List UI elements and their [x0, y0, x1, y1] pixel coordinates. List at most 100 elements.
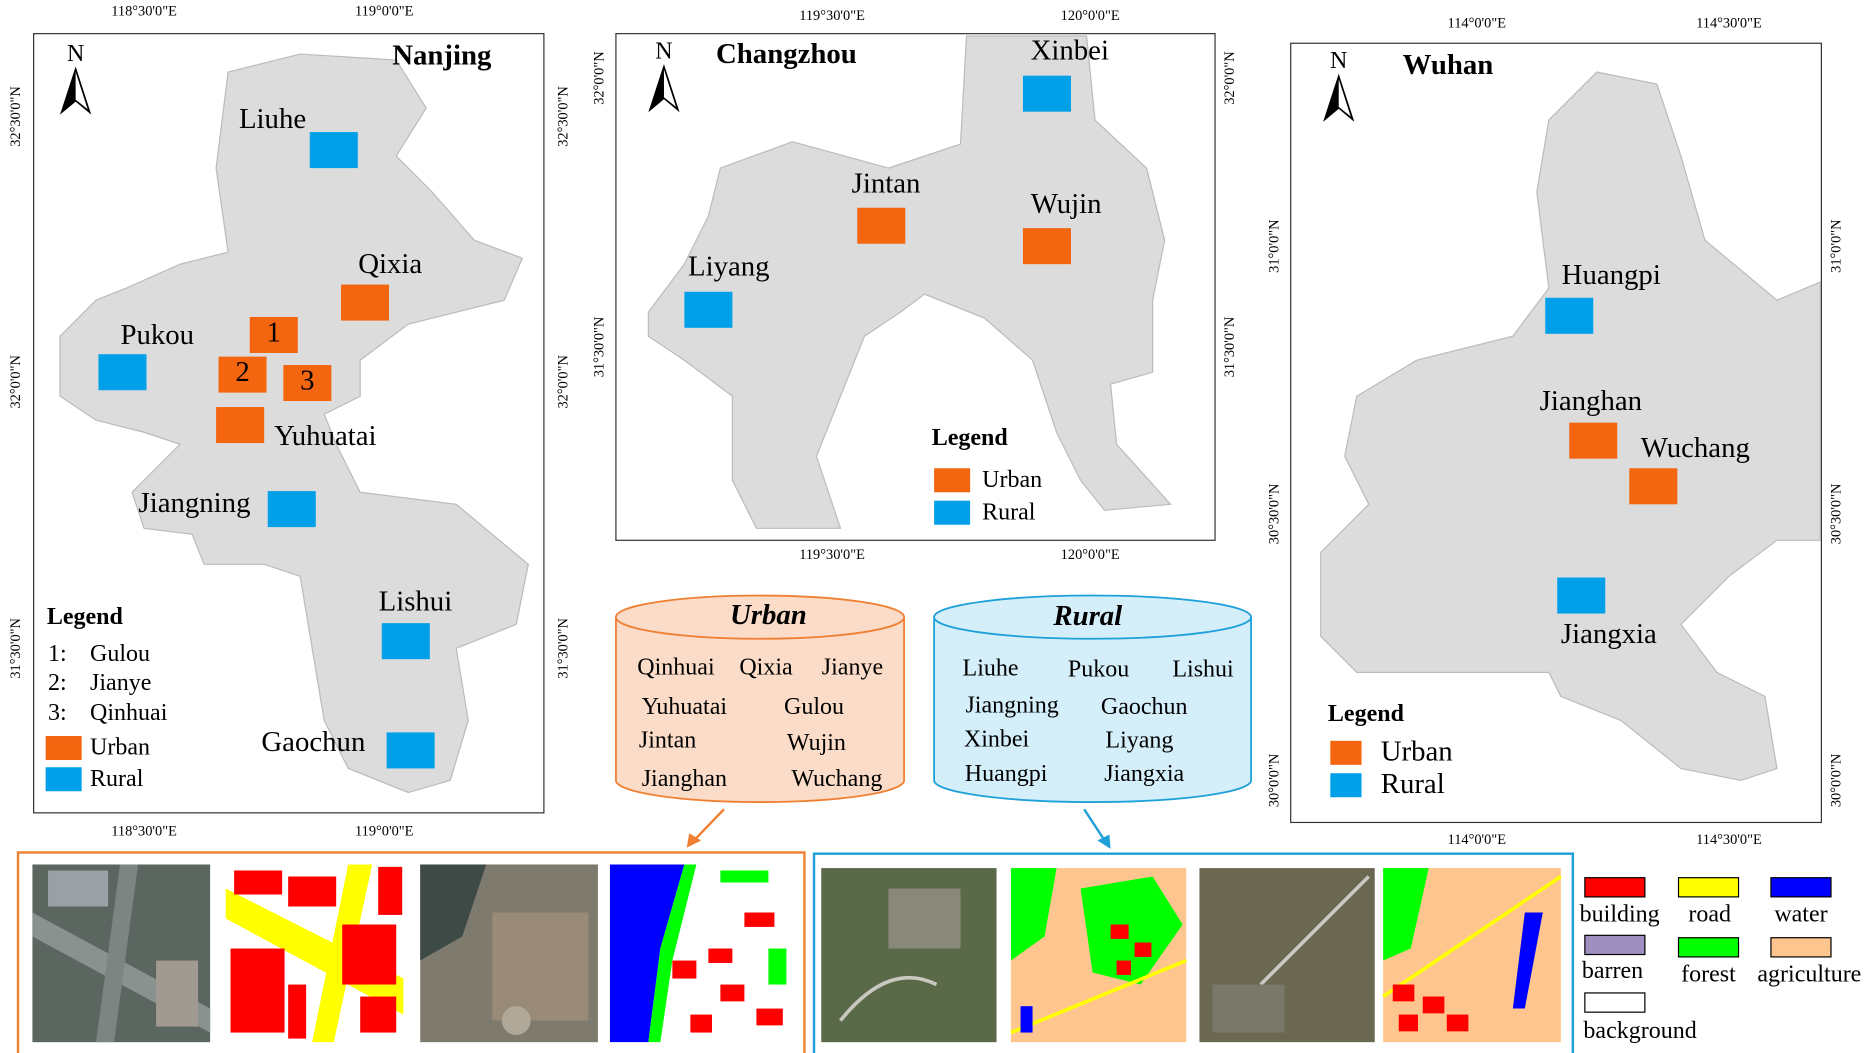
y-coord-label: 30°0'0"N [1266, 753, 1282, 807]
class-label: agriculture [1757, 962, 1861, 988]
group-member: Yuhuatai [642, 694, 728, 720]
place-label: Lishui [379, 586, 453, 618]
place-label: Wuchang [1641, 432, 1750, 464]
site-marker [340, 284, 390, 321]
legend-label: Rural [90, 766, 144, 792]
map-title: Wuhan [1403, 49, 1494, 81]
group-member: Jintan [639, 728, 696, 754]
group-member: Liuhe [963, 655, 1019, 681]
north-arrow-half [663, 69, 676, 107]
satellite-image [32, 864, 211, 1043]
x-coord-label: 119°30'0"E [799, 8, 865, 24]
site-marker [249, 316, 298, 354]
site-marker [684, 291, 733, 328]
place-label: Gaochun [261, 726, 365, 758]
place-label: Qixia [358, 248, 422, 280]
group-title: Urban [730, 599, 807, 631]
class-swatch [1677, 877, 1740, 898]
label-map [1382, 868, 1562, 1043]
x-coord-label: 114°30'0"E [1696, 832, 1762, 848]
x-coord-label: 114°30'0"E [1696, 15, 1762, 31]
y-coord-label: 32°0'0"N [592, 51, 608, 105]
group-member: Jiangxia [1104, 761, 1184, 787]
site-marker [1022, 75, 1071, 112]
site-marker [216, 407, 265, 444]
legend-label: Urban [1381, 736, 1453, 768]
legend-label: Rural [1381, 768, 1445, 800]
site-number: 3 [300, 365, 314, 397]
site-marker [218, 356, 267, 393]
legend-label: Gulou [90, 641, 150, 667]
group-member: Jianye [822, 654, 883, 680]
class-label: barren [1582, 958, 1643, 984]
y-coord-label: 32°30'0"N [556, 86, 572, 147]
label-map [609, 864, 791, 1043]
north-arrow-half [75, 72, 88, 110]
satellite-image [1199, 868, 1375, 1043]
group-member: Qinhuai [637, 654, 715, 680]
north-arrow-half [1338, 79, 1351, 117]
place-label: Huangpi [1562, 259, 1661, 291]
legend-key: 3: [48, 700, 67, 726]
cylinder [615, 617, 905, 803]
site-marker [1022, 228, 1071, 265]
place-label: Pukou [120, 319, 194, 351]
label-map [225, 864, 404, 1043]
place-label: Liuhe [239, 103, 306, 135]
group-member: Liyang [1105, 728, 1173, 754]
place-label: Jiangning [139, 487, 251, 519]
legend-key: 1: [48, 641, 67, 667]
satellite-image [420, 864, 598, 1043]
group-member: Qixia [739, 654, 793, 680]
group-member: Wujin [787, 730, 846, 756]
site-marker [1545, 297, 1594, 334]
group-member: Xinbei [964, 726, 1030, 752]
y-coord-label: 30°0'0"N [1828, 753, 1844, 807]
satellite-image [821, 868, 997, 1043]
y-coord-label: 31°0'0"N [1828, 219, 1844, 273]
class-label: building [1580, 902, 1660, 928]
group-member: Gaochun [1101, 694, 1188, 720]
group-member: Jiangning [965, 693, 1058, 719]
place-label: Jianghan [1540, 385, 1642, 417]
legend-swatch [1330, 773, 1362, 798]
x-coord-label: 119°30'0"E [799, 547, 865, 563]
site-marker [1569, 422, 1618, 459]
legend-swatch [1330, 740, 1362, 765]
y-coord-label: 32°0'0"N [8, 355, 24, 409]
north-label: N [655, 38, 672, 64]
y-coord-label: 32°0'0"N [1222, 51, 1238, 105]
class-swatch [1770, 877, 1832, 898]
y-coord-label: 30°30'0"N [1266, 483, 1282, 544]
place-label: Jintan [852, 168, 921, 200]
arrow [1083, 808, 1106, 842]
y-coord-label: 32°0'0"N [556, 355, 572, 409]
group-member: Jianghan [642, 766, 727, 792]
legend-swatch [45, 736, 82, 761]
legend-label: Urban [90, 735, 150, 761]
legend-title: Legend [1328, 701, 1405, 727]
group-member: Wuchang [791, 766, 882, 792]
place-label: Xinbei [1031, 34, 1109, 66]
site-marker [309, 132, 358, 169]
y-coord-label: 31°30'0"N [1222, 316, 1238, 377]
legend-label: Urban [982, 467, 1042, 493]
x-coord-label: 118°30'0"E [111, 823, 177, 839]
y-coord-label: 32°30'0"N [8, 86, 24, 147]
legend-key: 2: [48, 670, 67, 696]
site-number: 1 [267, 317, 281, 349]
y-coord-label: 31°30'0"N [592, 316, 608, 377]
x-coord-label: 114°0'0"E [1448, 15, 1507, 31]
site-marker [381, 623, 430, 660]
legend-label: Rural [982, 499, 1036, 525]
site-number: 2 [235, 356, 249, 388]
y-coord-label: 31°30'0"N [556, 617, 572, 678]
group-member: Lishui [1172, 657, 1234, 683]
site-marker [1557, 577, 1606, 614]
place-label: Yuhuatai [274, 420, 376, 452]
legend-title: Legend [47, 604, 124, 630]
x-coord-label: 119°0'0"E [355, 3, 414, 19]
legend-label: Qinhuai [90, 700, 168, 726]
site-marker [1629, 468, 1678, 505]
